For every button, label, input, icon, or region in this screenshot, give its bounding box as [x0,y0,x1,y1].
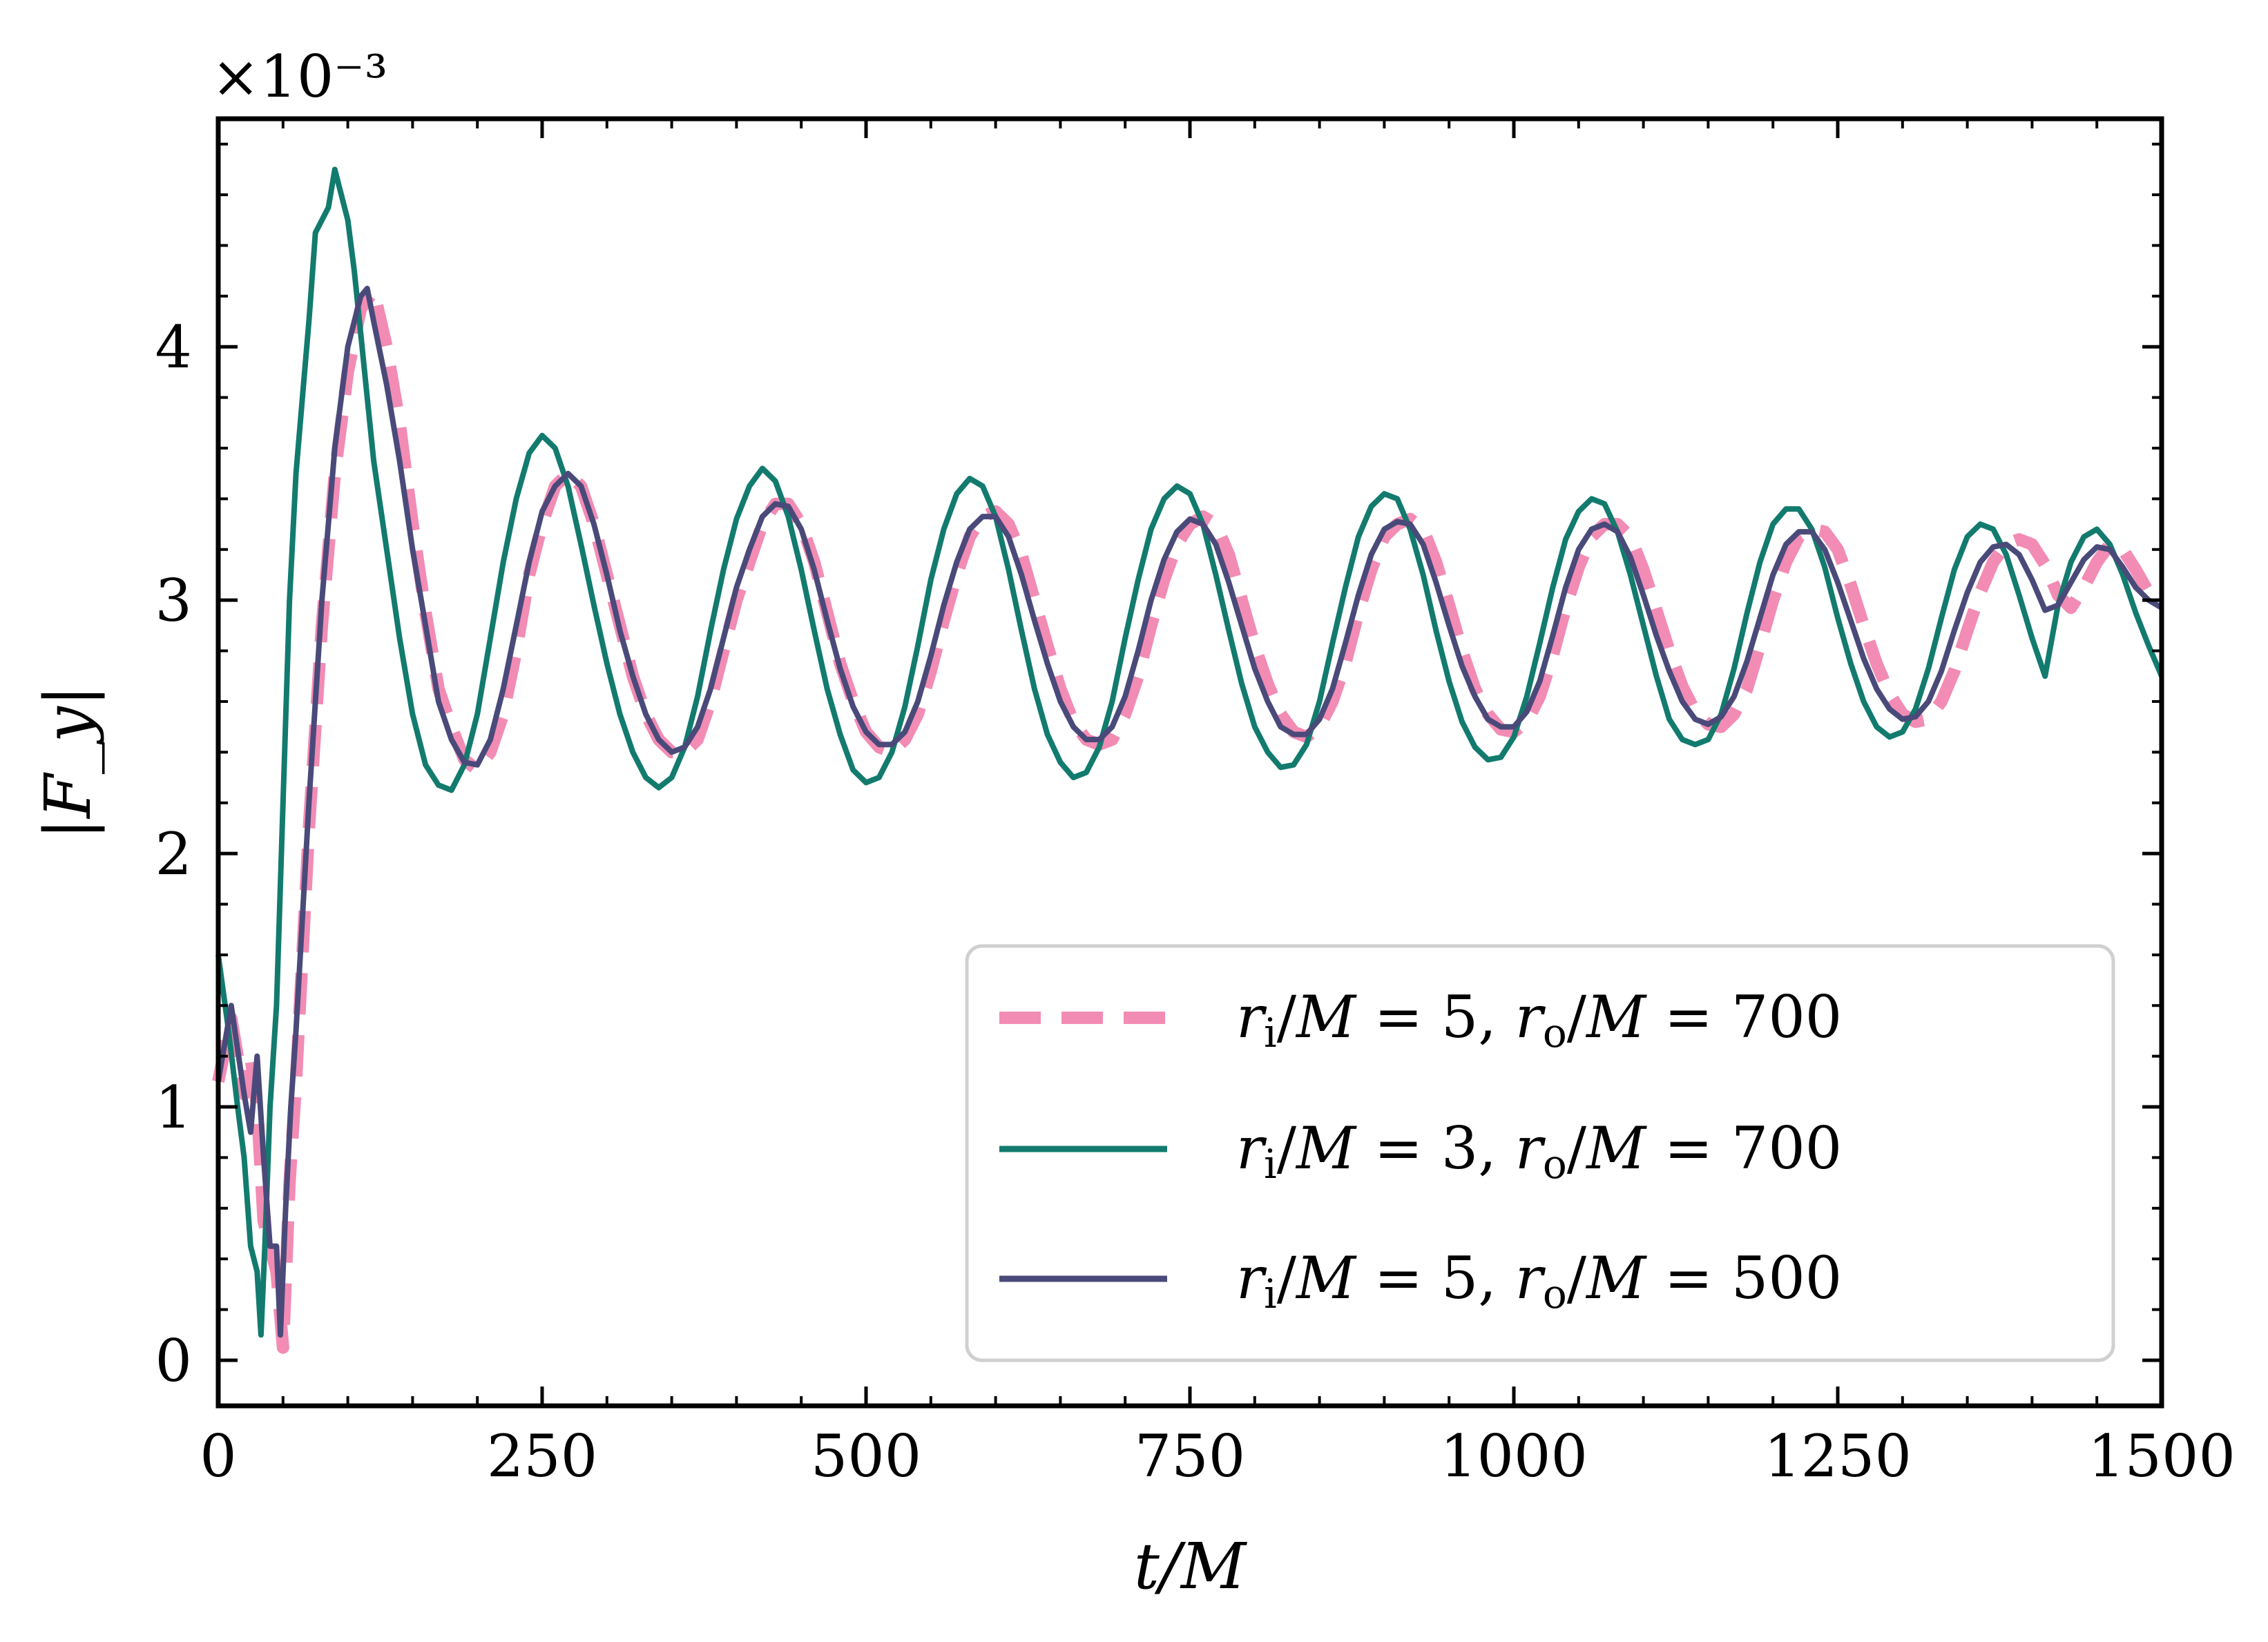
legend-1-ro: 700 [1731,983,1842,1051]
legend-2-ro: 700 [1731,1114,1842,1182]
legend: ri/M = 5, ro/M = 700 ri/M = 3, ro/M = 70… [965,944,2115,1362]
legend-entry-3: ri/M = 5, ro/M = 500 [1236,1244,1842,1317]
x-axis-label: t/M [1134,1529,1248,1603]
legend-2-ri: 3 [1441,1114,1478,1182]
x-tick-label: 0 [200,1422,236,1490]
y-tick-label: 0 [155,1327,192,1395]
y-multiplier: ×10⁻³ [211,43,387,110]
x-tick-label: 750 [1135,1422,1245,1490]
x-tick-label: 500 [811,1422,921,1490]
x-tick-label: 1500 [2088,1422,2236,1490]
y-axis-label: |F_y| [31,685,105,840]
series-layer [212,166,2165,1354]
series-line-1 [212,284,2165,1354]
y-tick-label: 4 [155,313,192,381]
legend-3-ri: 5 [1441,1244,1478,1312]
axes-frame [215,116,2164,1409]
y-tick-label: 2 [155,820,192,888]
y-tick-label: 3 [155,567,192,635]
x-tick-label: 1250 [1764,1422,1912,1490]
x-tick-label: 250 [487,1422,597,1490]
legend-1-ri: 5 [1441,983,1478,1051]
legend-entry-1: ri/M = 5, ro/M = 700 [1236,983,1842,1056]
legend-box [965,944,2115,1362]
ticks-layer: 0 250 500 750 1000 1250 1500 0 1 2 3 4 [155,119,2236,1490]
y-tick-label: 1 [155,1074,192,1141]
legend-entry-2: ri/M = 3, ro/M = 700 [1236,1114,1842,1188]
series-line-3 [215,285,2164,1338]
x-tick-label: 1000 [1440,1422,1588,1490]
legend-3-ro: 500 [1731,1244,1842,1312]
